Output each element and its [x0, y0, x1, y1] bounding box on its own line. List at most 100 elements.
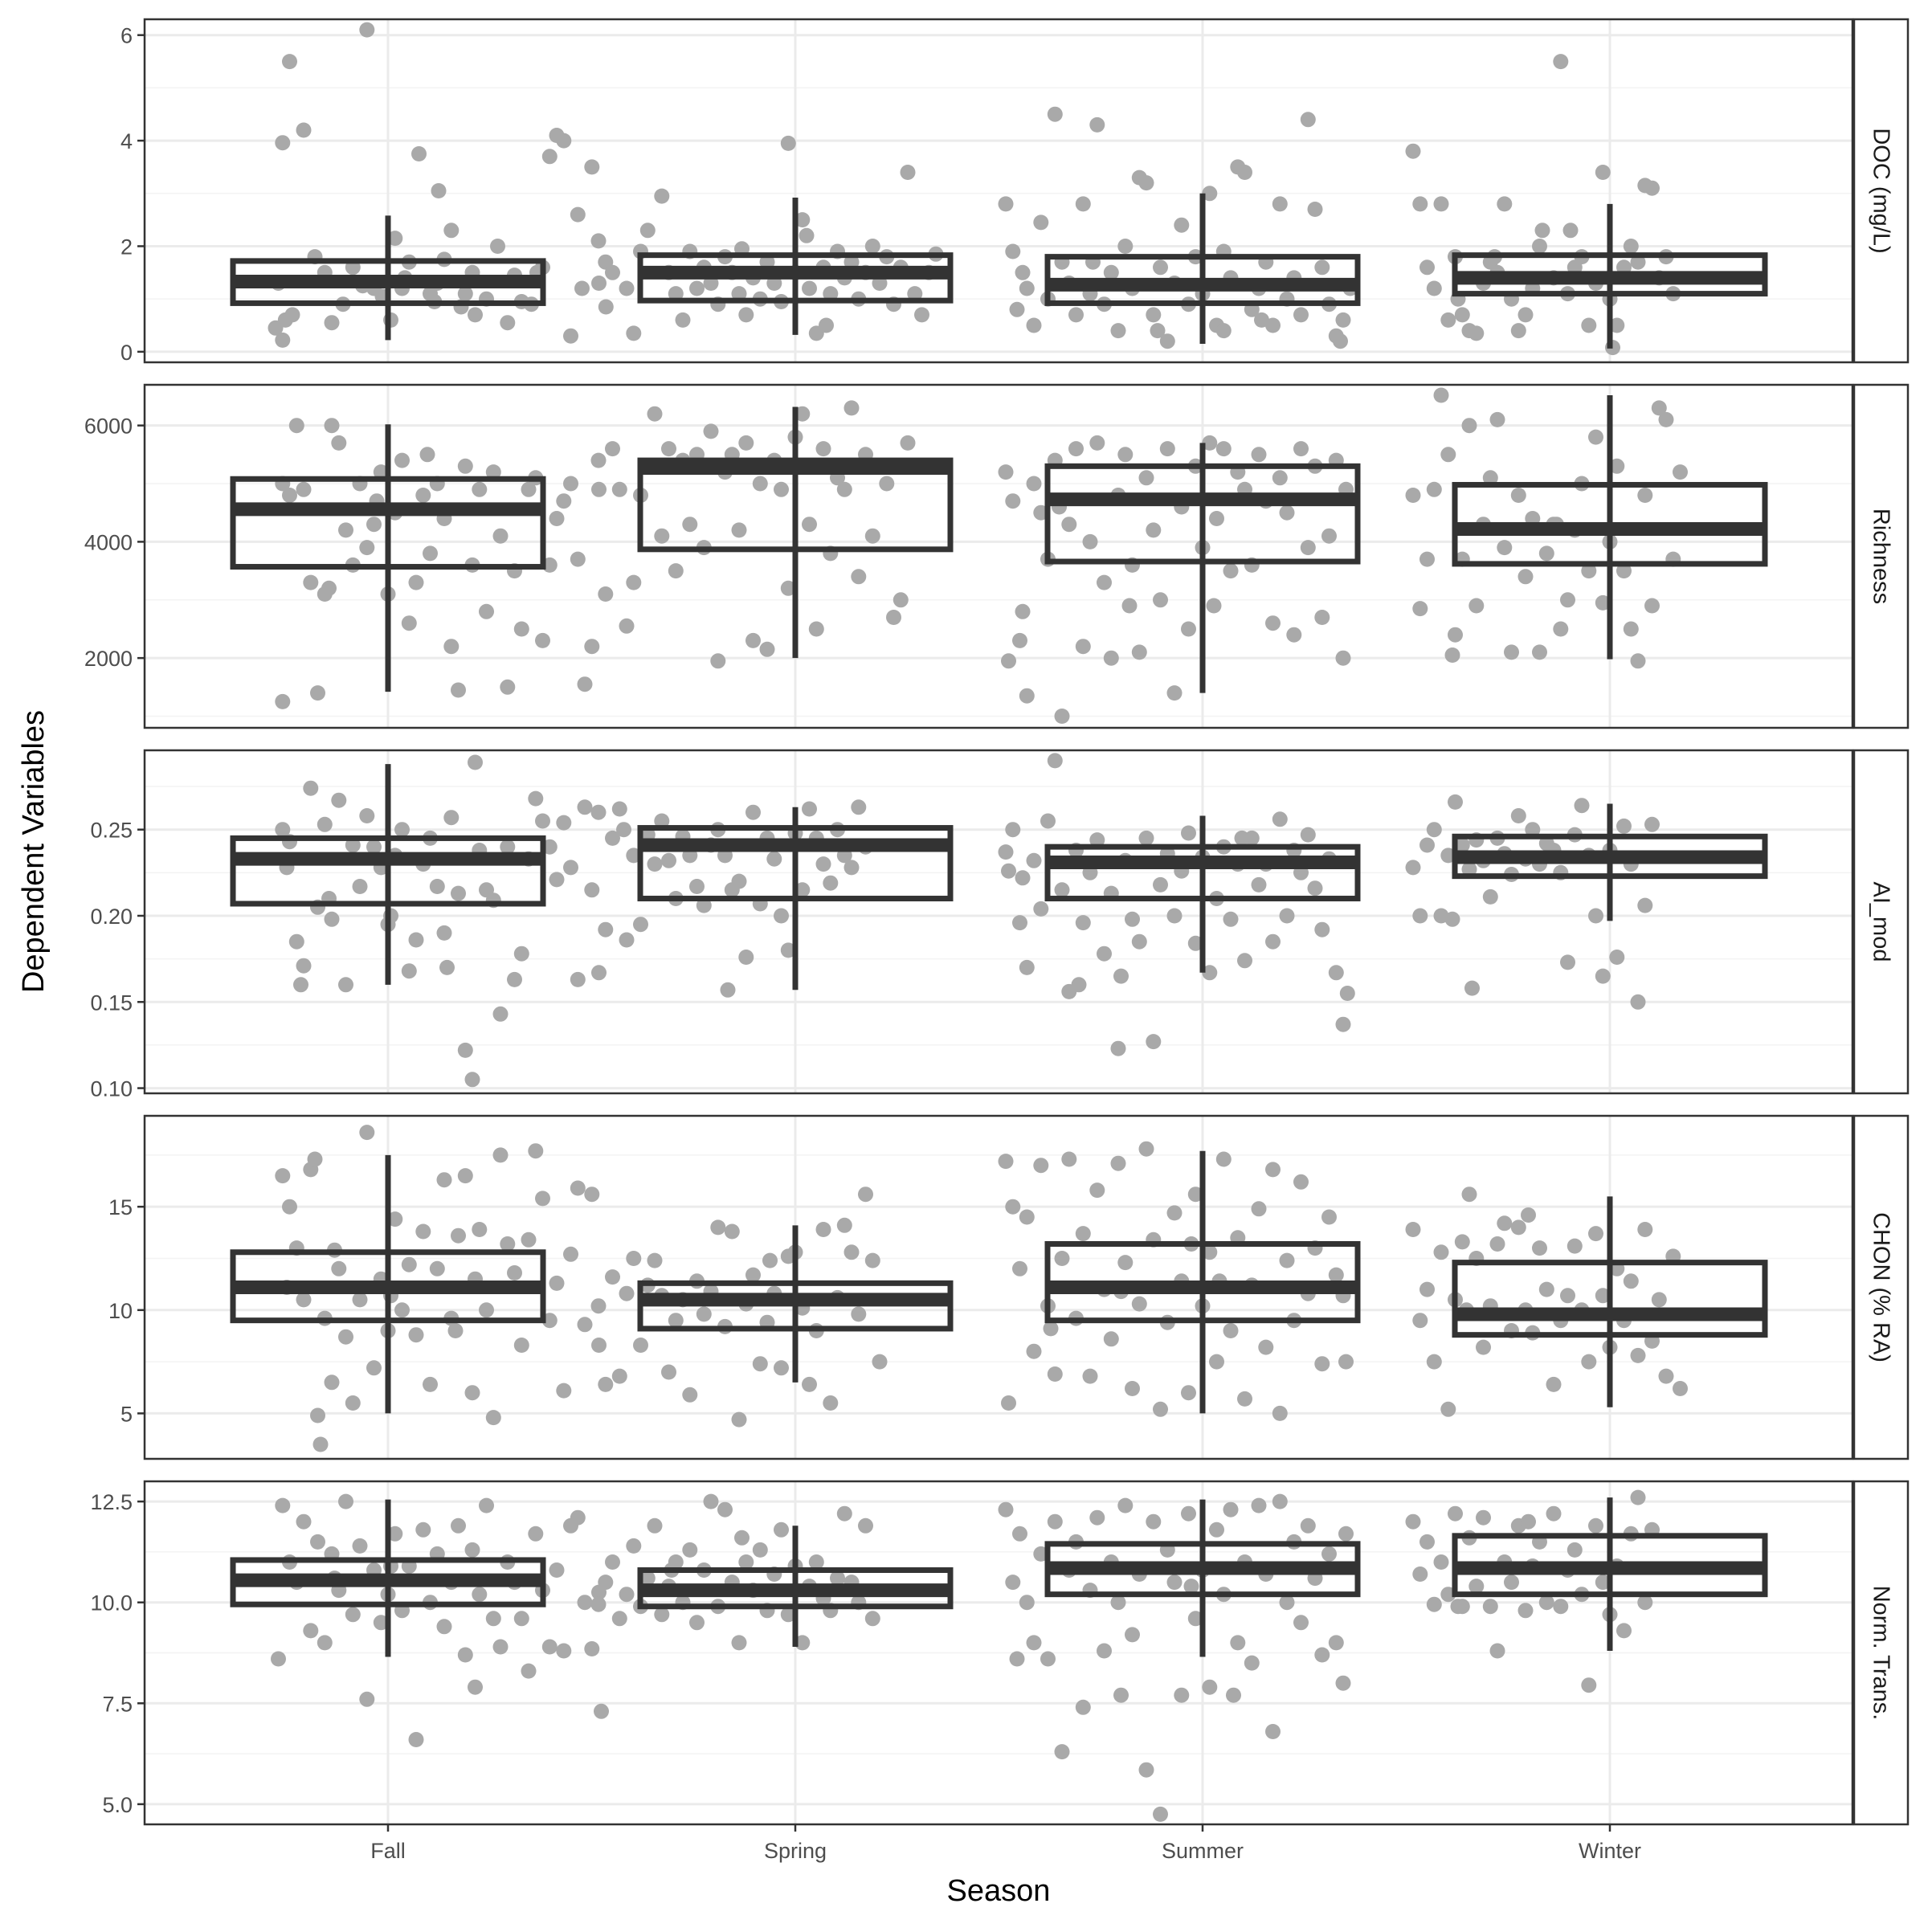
data-point [556, 815, 572, 831]
data-point [780, 942, 796, 958]
data-point [563, 1246, 578, 1262]
data-point [1033, 901, 1049, 917]
data-point [591, 276, 607, 291]
data-point [1146, 1513, 1162, 1530]
data-point [1265, 933, 1281, 950]
data-point [1187, 1187, 1203, 1203]
data-point [317, 1635, 333, 1651]
data-point [570, 551, 586, 567]
data-point [1005, 243, 1021, 259]
data-point [472, 1587, 488, 1603]
data-point [1532, 644, 1547, 660]
boxplot-spring [637, 1225, 954, 1383]
data-point [864, 528, 880, 544]
data-point [851, 799, 867, 815]
data-point [1047, 1366, 1063, 1382]
data-point [696, 897, 712, 913]
data-point [528, 790, 544, 807]
data-point [1504, 1575, 1519, 1591]
data-point [1075, 1226, 1091, 1242]
data-point [1595, 594, 1611, 611]
data-point [1125, 1627, 1140, 1643]
panel-border [143, 18, 1854, 364]
data-point [490, 239, 505, 254]
data-point [1202, 1679, 1218, 1695]
data-point [1328, 1267, 1344, 1283]
data-point [1534, 223, 1550, 239]
data-point [429, 1260, 445, 1276]
data-point [345, 1607, 361, 1623]
data-point [429, 879, 445, 894]
data-point [574, 280, 590, 296]
data-point [724, 1223, 740, 1240]
data-point [802, 517, 817, 533]
data-point [431, 183, 447, 198]
data-point [626, 325, 642, 341]
data-point [1103, 1331, 1119, 1347]
facet-strip-label: CHON (% RA) [1869, 1212, 1894, 1362]
data-point [1125, 1381, 1140, 1396]
data-point [1153, 876, 1168, 892]
facet-strip-label: DOC (mg/L) [1869, 128, 1894, 253]
data-point [345, 837, 361, 853]
facet-strip-label: Norm. Trans. [1869, 1586, 1894, 1721]
data-point [1005, 1575, 1021, 1591]
data-point [541, 557, 558, 573]
data-point [451, 682, 466, 698]
data-point [1293, 441, 1309, 457]
box [637, 457, 954, 553]
boxplot-spring [637, 198, 954, 335]
data-point [1131, 933, 1147, 950]
data-point [439, 959, 455, 975]
boxplot-summer [1044, 443, 1361, 693]
data-point [1510, 323, 1526, 339]
data-point [1215, 441, 1232, 457]
y-tick-label: 2000 [84, 647, 133, 671]
data-point [780, 135, 796, 151]
data-point [1482, 888, 1498, 905]
data-point [310, 685, 325, 701]
data-point [1153, 1401, 1168, 1417]
data-point [591, 965, 607, 981]
data-point [1166, 1575, 1183, 1591]
y-tick-label: 0 [120, 341, 133, 365]
data-point [633, 917, 648, 933]
data-point [387, 1211, 403, 1227]
data-point [1510, 808, 1526, 823]
data-point [1476, 1339, 1491, 1355]
data-point [338, 1493, 353, 1509]
data-point [1215, 1151, 1232, 1167]
data-point [1019, 959, 1035, 975]
data-point [338, 1329, 353, 1345]
data-point [1113, 968, 1129, 984]
data-point [619, 932, 635, 948]
data-point [492, 528, 509, 544]
data-point [1131, 1296, 1147, 1312]
data-point [1426, 481, 1442, 497]
data-point [759, 641, 775, 657]
data-point [1279, 504, 1295, 521]
data-point [794, 212, 811, 228]
data-point [1293, 1615, 1309, 1631]
data-point [1265, 615, 1281, 631]
data-point [1574, 798, 1590, 814]
data-point [1412, 601, 1428, 617]
data-point [1433, 1244, 1449, 1260]
data-point [1510, 1219, 1526, 1236]
data-point [401, 1256, 417, 1272]
data-point [457, 1042, 473, 1058]
data-point [563, 476, 578, 492]
boxplot-summer [1044, 1499, 1361, 1657]
data-point [844, 860, 860, 876]
data-point [492, 1006, 509, 1022]
data-point [1468, 598, 1485, 614]
data-point [1461, 418, 1477, 434]
data-point [507, 1265, 522, 1281]
data-point [598, 1575, 614, 1591]
data-point [359, 22, 375, 38]
data-point [1005, 1199, 1021, 1215]
x-tick-label-winter: Winter [1579, 1839, 1641, 1863]
facet-strip [1852, 1114, 1910, 1460]
data-point [626, 574, 642, 590]
